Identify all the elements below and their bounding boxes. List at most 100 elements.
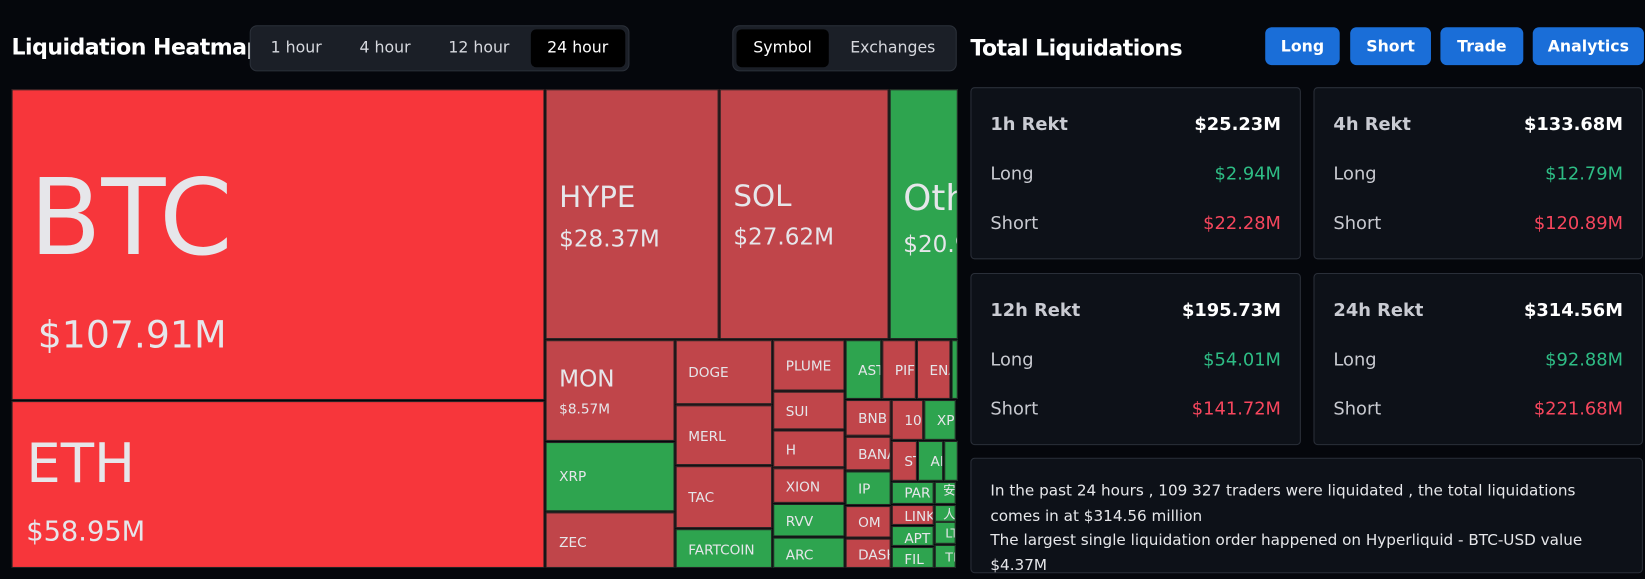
card-row-value: $22.28M [1203, 213, 1281, 235]
tile-label: BNB [858, 411, 888, 427]
tile-label: PAR [904, 485, 931, 502]
tile-label: 100 [904, 413, 922, 429]
heatmap-tile[interactable]: 安 [934, 481, 956, 504]
view-tab[interactable]: Symbol [736, 29, 829, 68]
stat-card: 4h Rekt $133.68M Long $12.79M Short $120.89M [1313, 87, 1643, 260]
heatmap-tile[interactable]: DOGE [675, 340, 773, 405]
tile-label: XRP [559, 468, 587, 485]
panel-title: Total Liquidations [970, 35, 1183, 61]
tile-label: LT [945, 525, 954, 541]
heatmap-tile[interactable]: TF [934, 544, 956, 568]
heatmap-tile[interactable] [951, 340, 958, 399]
tile-label: ST [904, 454, 916, 470]
tile-label: ENA [929, 362, 950, 379]
card-row-label: Long [990, 163, 1034, 185]
heatmap: BTC $107.91M ETH $58.95M HYPE $28.37M SOL $27.6… [11, 89, 958, 568]
card-row-label: Short [990, 398, 1039, 420]
tile-label: H [785, 442, 797, 459]
heatmap-tile[interactable]: SOL $27.62M [719, 89, 889, 340]
heatmap-tile[interactable]: FIL [891, 546, 934, 568]
heatmap-tile[interactable]: PIF [882, 340, 916, 399]
card-title-value: $195.73M [1181, 300, 1281, 322]
heatmap-tile[interactable]: APT [891, 525, 934, 546]
tile-label: MERL [688, 428, 726, 445]
heatmap-tile[interactable]: ARC [773, 537, 845, 568]
stat-card: 1h Rekt $25.23M Long $2.94M Short $22.28M [970, 87, 1301, 260]
heatmap-tile[interactable]: 人 [934, 505, 956, 522]
time-tab[interactable]: 1 hour [270, 37, 322, 57]
card-title-label: 1h Rekt [990, 114, 1068, 136]
tile-label: FARTCOIN [688, 542, 755, 559]
heatmap-tile[interactable]: AL [917, 440, 944, 481]
card-row-label: Long [990, 349, 1034, 371]
action-button[interactable]: Analytics [1532, 27, 1644, 66]
tile-label: DASH [858, 547, 889, 564]
tile-label: TAC [688, 489, 715, 506]
heatmap-tile[interactable]: OM [845, 506, 891, 538]
heatmap-tile[interactable]: BTC $107.91M [11, 89, 545, 401]
heatmap-tile[interactable]: 100 [891, 400, 924, 440]
heatmap-tile[interactable]: MON $8.57M [545, 340, 675, 441]
view-tab[interactable]: Exchanges [850, 37, 936, 57]
heatmap-tile[interactable]: XION [773, 468, 845, 503]
summary-box: In the past 24 hours , 109 327 traders w… [970, 457, 1643, 574]
time-tab[interactable]: 12 hour [448, 37, 510, 57]
card-row-label: Long [1333, 163, 1377, 185]
heatmap-tile[interactable]: Oth $20.9 [889, 89, 958, 340]
tile-label: AL [930, 454, 943, 470]
heatmap-tile[interactable]: XP [924, 400, 956, 440]
heatmap-tile[interactable]: FARTCOIN [675, 529, 773, 568]
action-button[interactable]: Long [1265, 27, 1340, 66]
card-row-label: Long [1333, 349, 1377, 371]
heatmap-tile[interactable]: RVV [773, 503, 845, 537]
tile-label: ARC [785, 547, 814, 564]
heatmap-tile[interactable]: XRP [545, 442, 675, 512]
heatmap-tile[interactable]: PLUME [773, 340, 845, 391]
tile-label: HYPE [559, 179, 636, 215]
tile-label: ETH [26, 432, 136, 496]
card-row-value: $141.72M [1191, 398, 1281, 420]
tile-label: TF [945, 550, 954, 565]
tile-label: XP [936, 413, 955, 429]
heatmap-tile[interactable]: LT [934, 521, 956, 544]
tile-value: $8.57M [559, 401, 610, 418]
heatmap-tile[interactable]: H [773, 430, 845, 468]
stat-card: 12h Rekt $195.73M Long $54.01M Short $141.72M [970, 272, 1301, 446]
heatmap-tile[interactable] [944, 440, 958, 481]
heatmap-title: Liquidation Heatmap [11, 34, 263, 60]
heatmap-tile[interactable]: SUI [773, 391, 845, 430]
tile-value: $27.62M [733, 224, 835, 251]
heatmap-tile[interactable]: LINK [891, 505, 934, 525]
heatmap-tile[interactable]: DASH [845, 538, 891, 568]
heatmap-tile[interactable]: PAR [891, 481, 934, 504]
heatmap-tile[interactable]: AST [845, 340, 882, 399]
tile-label: LINK [904, 508, 934, 525]
card-title-label: 4h Rekt [1333, 114, 1411, 136]
heatmap-tile[interactable]: ETH $58.95M [11, 401, 545, 568]
action-button[interactable]: Short [1350, 27, 1431, 66]
tile-label: MON [559, 366, 615, 393]
tile-label: FIL [904, 551, 924, 568]
heatmap-tile[interactable]: MERL [675, 405, 773, 466]
tile-label: OM [858, 514, 881, 531]
tile-label: APT [904, 530, 931, 546]
action-button[interactable]: Trade [1440, 27, 1524, 66]
heatmap-tile[interactable]: BANA [845, 436, 891, 471]
heatmap-tile[interactable]: TAC [675, 466, 773, 529]
heatmap-tile[interactable]: BNB [845, 400, 891, 436]
tile-label: IP [858, 481, 871, 498]
card-row-label: Short [1333, 213, 1382, 235]
heatmap-tile[interactable]: ZEC [545, 512, 675, 568]
heatmap-tile[interactable]: ENA [916, 340, 951, 399]
time-tab[interactable]: 24 hour [530, 29, 626, 68]
time-tab[interactable]: 4 hour [359, 37, 411, 57]
heatmap-tile[interactable]: IP [845, 471, 891, 506]
time-tabs: 1 hour 4 hour 12 hour 24 hour [249, 25, 630, 72]
tile-label: PLUME [785, 358, 832, 375]
heatmap-tile[interactable]: HYPE $28.37M [545, 89, 719, 340]
heatmap-tile[interactable]: ST [891, 440, 917, 481]
card-row-value: $92.88M [1545, 349, 1623, 371]
tile-label: ZEC [559, 534, 587, 551]
tile-label: XION [785, 479, 821, 496]
